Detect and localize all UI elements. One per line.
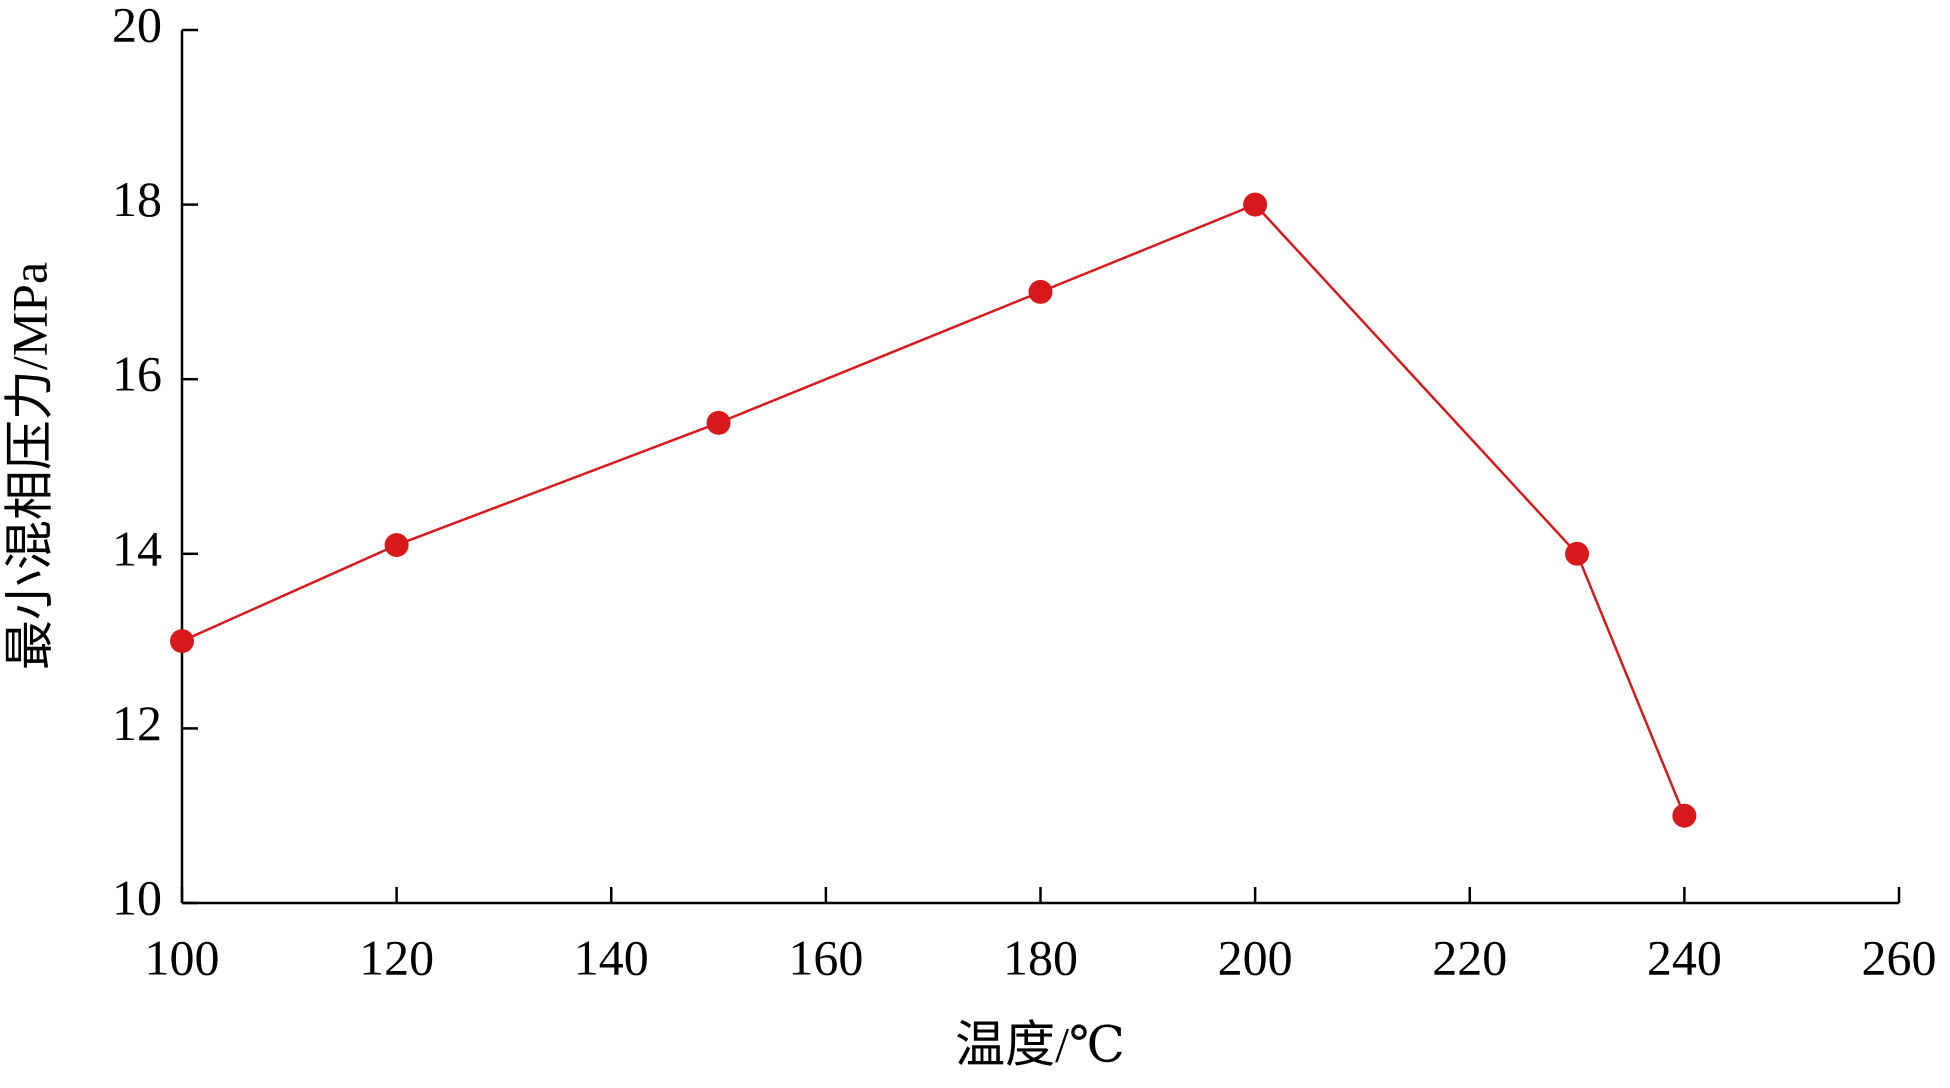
data-point — [1672, 803, 1697, 828]
x-tick-label: 140 — [574, 929, 649, 985]
y-tick-label: 20 — [112, 0, 162, 52]
x-tick-label: 240 — [1647, 929, 1722, 985]
x-tick-label: 180 — [1003, 929, 1078, 985]
y-axis-label: 最小混相压力/MPa — [1, 262, 57, 670]
x-tick-label: 160 — [788, 929, 863, 985]
x-tick-label: 120 — [359, 929, 434, 985]
data-point — [170, 629, 194, 654]
x-axis-label: 温度/℃ — [955, 1016, 1125, 1072]
data-point — [1028, 279, 1053, 304]
x-tick-label: 220 — [1432, 929, 1507, 985]
data-point — [1565, 541, 1590, 566]
y-tick-label: 18 — [112, 171, 162, 227]
x-tick-label: 260 — [1862, 929, 1937, 985]
y-tick-label: 10 — [112, 869, 162, 925]
y-tick-label: 12 — [112, 695, 162, 751]
x-tick-label: 100 — [145, 929, 220, 985]
y-tick-label: 14 — [112, 520, 162, 576]
data-line — [181, 203, 1686, 817]
y-tick-label: 16 — [112, 346, 162, 402]
data-point — [1243, 192, 1268, 217]
data-point — [706, 410, 731, 435]
x-tick-label: 200 — [1218, 929, 1293, 985]
data-point — [384, 533, 409, 558]
